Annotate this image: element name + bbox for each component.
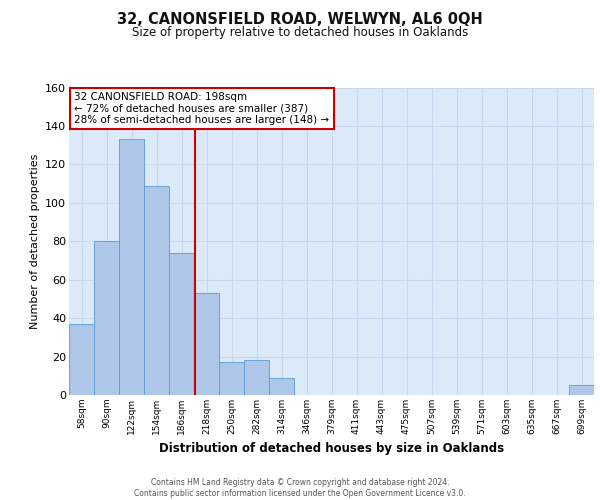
Bar <box>269 378 294 395</box>
Bar <box>569 386 594 395</box>
Bar <box>119 140 144 395</box>
X-axis label: Distribution of detached houses by size in Oaklands: Distribution of detached houses by size … <box>159 442 504 456</box>
Bar <box>144 186 169 395</box>
Bar <box>244 360 269 395</box>
Bar <box>169 253 194 395</box>
Y-axis label: Number of detached properties: Number of detached properties <box>29 154 40 329</box>
Text: 32 CANONSFIELD ROAD: 198sqm
← 72% of detached houses are smaller (387)
28% of se: 32 CANONSFIELD ROAD: 198sqm ← 72% of det… <box>74 92 329 126</box>
Bar <box>94 242 119 395</box>
Text: Size of property relative to detached houses in Oaklands: Size of property relative to detached ho… <box>132 26 468 39</box>
Text: 32, CANONSFIELD ROAD, WELWYN, AL6 0QH: 32, CANONSFIELD ROAD, WELWYN, AL6 0QH <box>117 12 483 28</box>
Bar <box>219 362 244 395</box>
Bar <box>69 324 94 395</box>
Bar <box>194 293 219 395</box>
Text: Contains HM Land Registry data © Crown copyright and database right 2024.
Contai: Contains HM Land Registry data © Crown c… <box>134 478 466 498</box>
